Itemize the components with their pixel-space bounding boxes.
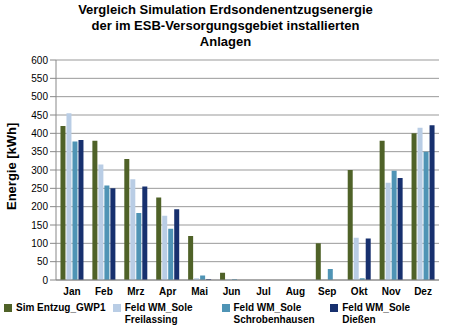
svg-text:50: 50	[37, 256, 49, 267]
html-text:der im ESB-Versorgungsgebiet i: der im ESB-Versorgungsgebiet installiert…	[91, 18, 360, 33]
svg-text:250: 250	[31, 183, 48, 194]
svg-text:Jul: Jul	[256, 286, 271, 297]
html-text:Vergleich Simulation Erdsonden: Vergleich Simulation Erdsondenentzugsene…	[78, 2, 373, 17]
svg-text:150: 150	[31, 220, 48, 231]
html-text:Anlagen: Anlagen	[199, 34, 252, 49]
html-text:Feld WM_Sole Dießen: Feld WM_Sole Dießen	[342, 302, 410, 325]
html-text:Feld WM_Sole Schrobenhausen: Feld WM_Sole Schrobenhausen	[233, 302, 315, 325]
svg-text:0: 0	[42, 275, 48, 286]
svg-text:Feb: Feb	[95, 286, 113, 297]
svg-text:100: 100	[31, 238, 48, 249]
svg-text:Sep: Sep	[318, 286, 336, 297]
svg-text:550: 550	[31, 73, 48, 84]
svg-text:Apr: Apr	[159, 286, 176, 297]
svg-text:600: 600	[31, 56, 48, 66]
svg-text:Nov: Nov	[382, 286, 401, 297]
svg-text:Energie [kWh]: Energie [kWh]	[8, 123, 19, 210]
svg-text:400: 400	[31, 128, 48, 139]
svg-text:500: 500	[31, 91, 48, 102]
html-text:Feld WM_Sole Freilassing: Feld WM_Sole Freilassing	[124, 302, 193, 325]
svg-text:Dez: Dez	[414, 286, 432, 297]
html-text:Sim Entzug_GWP1: Sim Entzug_GWP1	[16, 302, 106, 313]
svg-text:Mai: Mai	[191, 286, 208, 297]
svg-text:Jun: Jun	[223, 286, 241, 297]
svg-text:200: 200	[31, 201, 48, 212]
svg-text:Aug: Aug	[286, 286, 305, 297]
svg-text:350: 350	[31, 146, 48, 157]
svg-text:Okt: Okt	[351, 286, 368, 297]
svg-text:300: 300	[31, 165, 48, 176]
svg-text:450: 450	[31, 110, 48, 121]
svg-text:Mrz: Mrz	[127, 286, 144, 297]
svg-text:Jan: Jan	[63, 286, 80, 297]
